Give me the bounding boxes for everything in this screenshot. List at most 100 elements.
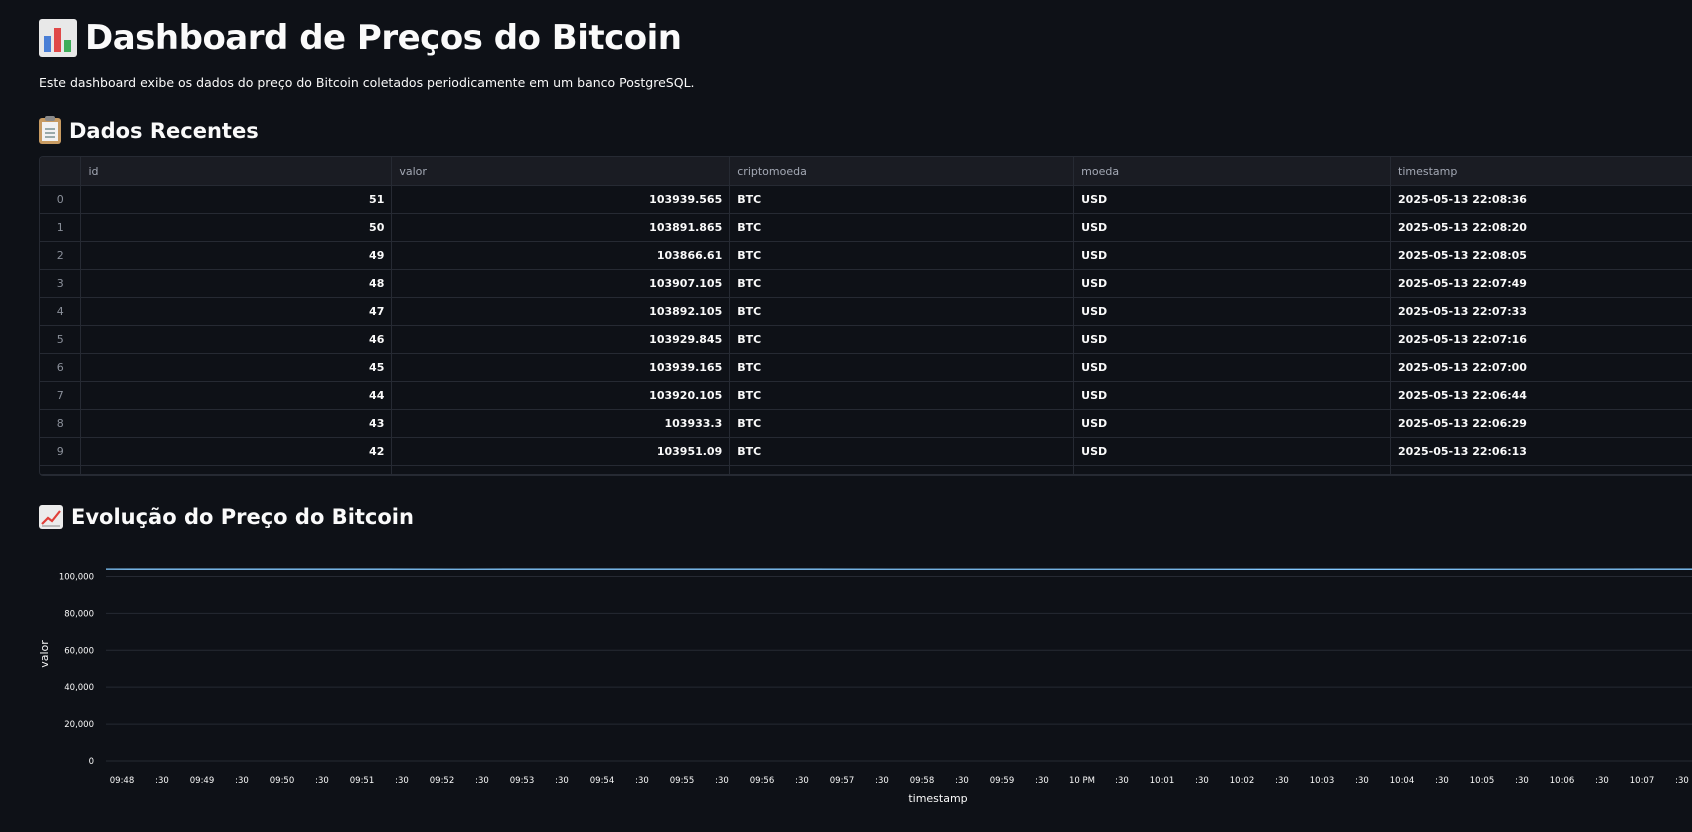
x-tick-label: :30 [475, 776, 489, 786]
cell-moeda[interactable]: USD [1073, 185, 1392, 214]
table-row: 8 43 103933.3 BTC USD 2025-05-13 22:06:29 [40, 409, 1692, 438]
cell-moeda[interactable]: USD [1073, 409, 1392, 438]
cell-timestamp[interactable]: 2025-05-13 22:08:05 [1390, 241, 1692, 270]
cell-id[interactable]: 43 [80, 409, 393, 438]
x-tick-label: :30 [1355, 776, 1369, 786]
cell-criptomoeda[interactable]: BTC [729, 269, 1075, 298]
table-header-row: id valor criptomoeda moeda timestamp [40, 157, 1692, 186]
cell-id[interactable]: 44 [80, 381, 393, 410]
x-tick-label: :30 [235, 776, 249, 786]
cell-id[interactable]: 42 [80, 437, 393, 466]
cell-valor[interactable]: 103920.105 [391, 381, 731, 410]
column-header-criptomoeda[interactable]: criptomoeda [729, 157, 1075, 186]
cell-valor[interactable]: 103891.865 [391, 213, 731, 242]
cell-criptomoeda[interactable]: BTC [729, 241, 1075, 270]
row-index: 1 [40, 213, 82, 242]
cell-moeda[interactable]: USD [1073, 269, 1392, 298]
y-tick-label: 80,000 [64, 609, 94, 619]
x-tick-label: :30 [635, 776, 649, 786]
cell-valor[interactable]: 103939.165 [391, 353, 731, 382]
cell-criptomoeda[interactable]: BTC [729, 381, 1075, 410]
cell-timestamp[interactable]: 2025-05-13 22:07:16 [1390, 325, 1692, 354]
column-header-moeda[interactable]: moeda [1073, 157, 1392, 186]
x-tick-label: :30 [395, 776, 409, 786]
price-evolution-heading: Evolução do Preço do Bitcoin [39, 505, 414, 529]
cell-id[interactable]: 46 [80, 325, 393, 354]
cell-moeda[interactable]: USD [1073, 297, 1392, 326]
x-tick-label: :30 [1275, 776, 1289, 786]
column-header-timestamp[interactable]: timestamp [1390, 157, 1692, 186]
column-header-id[interactable]: id [80, 157, 393, 186]
x-tick-label: 10:06 [1550, 776, 1575, 786]
cell-moeda[interactable]: USD [1073, 213, 1392, 242]
row-index: 9 [40, 437, 82, 466]
page-title: Dashboard de Preços do Bitcoin [39, 18, 682, 58]
x-tick-label: 10:04 [1390, 776, 1415, 786]
cell-timestamp[interactable]: 2025-05-13 22:08:36 [1390, 185, 1692, 214]
y-tick-label: 20,000 [64, 720, 94, 730]
cell-moeda[interactable]: USD [1073, 353, 1392, 382]
x-tick-label: :30 [1435, 776, 1449, 786]
recent-data-heading-text: Dados Recentes [69, 119, 259, 143]
cell-criptomoeda[interactable]: BTC [729, 409, 1075, 438]
cell-criptomoeda[interactable]: BTC [729, 185, 1075, 214]
cell-timestamp[interactable]: 2025-05-13 22:07:00 [1390, 353, 1692, 382]
cell-moeda[interactable]: USD [1073, 325, 1392, 354]
x-tick-label: :30 [1675, 776, 1689, 786]
cell-id[interactable]: 49 [80, 241, 393, 270]
x-tick-label: 09:55 [670, 776, 695, 786]
cell-id[interactable]: 45 [80, 353, 393, 382]
cell-timestamp[interactable]: 2025-05-13 22:07:33 [1390, 297, 1692, 326]
cell-id[interactable]: 51 [80, 185, 393, 214]
chart-increasing-icon [39, 505, 63, 529]
column-header-valor[interactable]: valor [391, 157, 731, 186]
cell-valor[interactable]: 103866.61 [391, 241, 731, 270]
price-evolution-heading-text: Evolução do Preço do Bitcoin [71, 505, 414, 529]
x-tick-label: 09:57 [830, 776, 855, 786]
table-row: 4 47 103892.105 BTC USD 2025-05-13 22:07:33 [40, 297, 1692, 326]
cell-timestamp[interactable]: 2025-05-13 22:06:13 [1390, 437, 1692, 466]
cell-timestamp[interactable]: 2025-05-13 22:08:20 [1390, 213, 1692, 242]
x-tick-label: :30 [795, 776, 809, 786]
cell-moeda[interactable]: USD [1073, 381, 1392, 410]
x-tick-label: 10 PM [1069, 776, 1095, 786]
x-tick-label: 09:59 [990, 776, 1015, 786]
y-axis-title: valor [38, 640, 51, 668]
table-row: 3 48 103907.105 BTC USD 2025-05-13 22:07:49 [40, 269, 1692, 298]
cell-criptomoeda[interactable]: BTC [729, 213, 1075, 242]
cell-valor[interactable]: 103892.105 [391, 297, 731, 326]
cell-id[interactable]: 48 [80, 269, 393, 298]
cell-moeda[interactable]: USD [1073, 437, 1392, 466]
cell-id[interactable]: 50 [80, 213, 393, 242]
cell-criptomoeda[interactable]: BTC [729, 437, 1075, 466]
table-row: 1 50 103891.865 BTC USD 2025-05-13 22:08:20 [40, 213, 1692, 242]
row-index: 6 [40, 353, 82, 382]
cell-timestamp[interactable]: 2025-05-13 22:06:44 [1390, 381, 1692, 410]
x-tick-label: 10:02 [1230, 776, 1255, 786]
cell-valor[interactable]: 103933.3 [391, 409, 731, 438]
row-index: 7 [40, 381, 82, 410]
table-row: 9 42 103951.09 BTC USD 2025-05-13 22:06:13 [40, 437, 1692, 466]
price-line-chart-svg[interactable]: 0 20,000 40,000 60,000 80,000 100,000 09:48:3… [0, 540, 1692, 832]
x-tick-label: 10:03 [1310, 776, 1335, 786]
cell-timestamp[interactable]: 2025-05-13 22:07:49 [1390, 269, 1692, 298]
cell-valor[interactable]: 103907.105 [391, 269, 731, 298]
x-tick-label: 09:48 [110, 776, 135, 786]
cell-criptomoeda[interactable]: BTC [729, 325, 1075, 354]
cell-id[interactable]: 47 [80, 297, 393, 326]
table-empty-row [40, 465, 1692, 475]
y-tick-label: 0 [89, 757, 94, 767]
cell-timestamp[interactable]: 2025-05-13 22:06:29 [1390, 409, 1692, 438]
x-tick-label: 09:53 [510, 776, 535, 786]
cell-valor[interactable]: 103939.565 [391, 185, 731, 214]
cell-valor[interactable]: 103951.09 [391, 437, 731, 466]
cell-moeda[interactable]: USD [1073, 241, 1392, 270]
cell-criptomoeda[interactable]: BTC [729, 297, 1075, 326]
cell-criptomoeda[interactable]: BTC [729, 353, 1075, 382]
index-column-header [40, 157, 82, 186]
cell-valor[interactable]: 103929.845 [391, 325, 731, 354]
recent-data-table[interactable]: id valor criptomoeda moeda timestamp 0 51… [39, 156, 1692, 476]
row-index: 3 [40, 269, 82, 298]
price-line-chart[interactable]: 0 20,000 40,000 60,000 80,000 100,000 09:48:3… [0, 540, 1692, 832]
x-tick-label: 10:05 [1470, 776, 1495, 786]
